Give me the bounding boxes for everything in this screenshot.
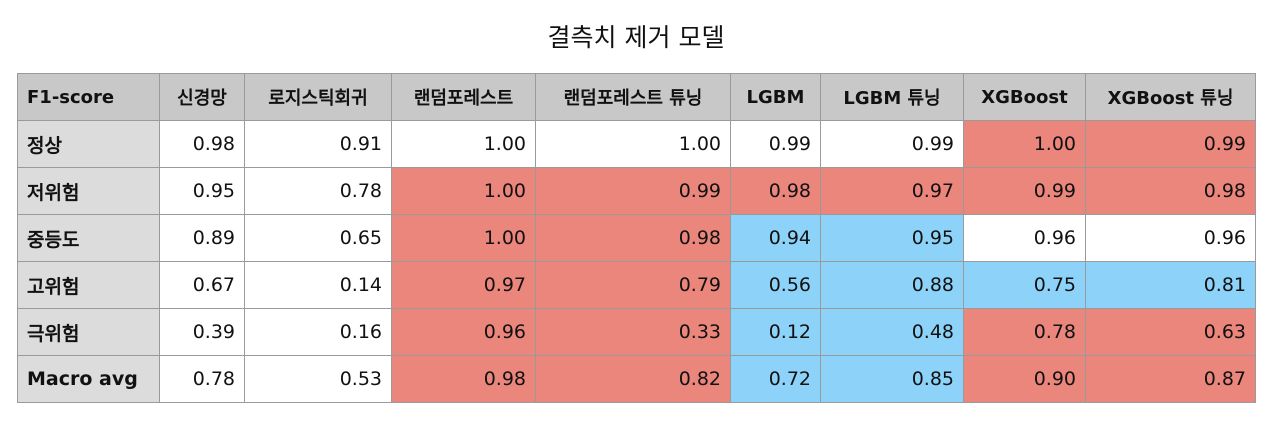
score-cell: 0.85 bbox=[820, 355, 964, 403]
score-cell: 1.00 bbox=[391, 167, 536, 215]
header-cell-lgbm-tuned: LGBM 튜닝 bbox=[820, 73, 964, 121]
score-cell: 0.16 bbox=[244, 308, 392, 356]
score-cell: 0.90 bbox=[963, 355, 1086, 403]
header-cell-metric: F1-score bbox=[17, 73, 160, 121]
score-cell: 0.81 bbox=[1085, 261, 1256, 309]
score-cell: 0.82 bbox=[535, 355, 731, 403]
score-cell: 0.91 bbox=[244, 120, 392, 168]
header-cell-xgboost: XGBoost bbox=[963, 73, 1086, 121]
score-cell: 0.98 bbox=[535, 214, 731, 262]
score-cell: 0.63 bbox=[1085, 308, 1256, 356]
score-cell: 0.78 bbox=[244, 167, 392, 215]
score-cell: 1.00 bbox=[391, 214, 536, 262]
table-row: 중등도 0.89 0.65 1.00 0.98 0.94 0.95 0.96 0.96 bbox=[17, 214, 1256, 262]
score-cell: 0.33 bbox=[535, 308, 731, 356]
score-cell: 0.89 bbox=[159, 214, 245, 262]
score-cell: 0.99 bbox=[820, 120, 964, 168]
row-label: 극위험 bbox=[17, 308, 160, 356]
score-cell: 0.96 bbox=[1085, 214, 1256, 262]
score-cell: 0.99 bbox=[730, 120, 821, 168]
header-cell-lgbm: LGBM bbox=[730, 73, 821, 121]
score-cell: 0.65 bbox=[244, 214, 392, 262]
score-cell: 0.14 bbox=[244, 261, 392, 309]
score-cell: 1.00 bbox=[535, 120, 731, 168]
score-cell: 0.98 bbox=[730, 167, 821, 215]
table-row: Macro avg 0.78 0.53 0.98 0.82 0.72 0.85 0.90 0.8… bbox=[17, 355, 1256, 403]
score-cell: 1.00 bbox=[963, 120, 1086, 168]
score-cell: 0.95 bbox=[820, 214, 964, 262]
score-cell: 0.67 bbox=[159, 261, 245, 309]
score-cell: 0.88 bbox=[820, 261, 964, 309]
table-title: 결측치 제거 모델 bbox=[547, 23, 725, 52]
score-cell: 0.87 bbox=[1085, 355, 1256, 403]
table-row: 극위험 0.39 0.16 0.96 0.33 0.12 0.48 0.78 0.63 bbox=[17, 308, 1256, 356]
score-cell: 0.96 bbox=[391, 308, 536, 356]
score-cell: 0.48 bbox=[820, 308, 964, 356]
score-cell: 0.97 bbox=[391, 261, 536, 309]
score-cell: 0.95 bbox=[159, 167, 245, 215]
header-row: F1-score 신경망 로지스틱회귀 랜덤포레스트 랜덤포레스트 튜닝 LGB… bbox=[17, 73, 1256, 121]
score-cell: 0.96 bbox=[963, 214, 1086, 262]
f1-score-table: F1-score 신경망 로지스틱회귀 랜덤포레스트 랜덤포레스트 튜닝 LGB… bbox=[17, 73, 1256, 403]
header-cell-xgboost-tuned: XGBoost 튜닝 bbox=[1085, 73, 1256, 121]
header-cell-random-forest: 랜덤포레스트 bbox=[391, 73, 536, 121]
score-cell: 0.99 bbox=[1085, 120, 1256, 168]
score-cell: 0.79 bbox=[535, 261, 731, 309]
score-cell: 0.98 bbox=[159, 120, 245, 168]
row-label: 저위험 bbox=[17, 167, 160, 215]
table-row: 저위험 0.95 0.78 1.00 0.99 0.98 0.97 0.99 0.98 bbox=[17, 167, 1256, 215]
score-cell: 0.72 bbox=[730, 355, 821, 403]
score-cell: 0.99 bbox=[963, 167, 1086, 215]
score-cell: 0.97 bbox=[820, 167, 964, 215]
score-cell: 0.75 bbox=[963, 261, 1086, 309]
score-cell: 0.99 bbox=[535, 167, 731, 215]
row-label: Macro avg bbox=[17, 355, 160, 403]
score-cell: 0.39 bbox=[159, 308, 245, 356]
score-cell: 0.98 bbox=[1085, 167, 1256, 215]
score-cell: 0.53 bbox=[244, 355, 392, 403]
score-cell: 0.78 bbox=[963, 308, 1086, 356]
score-cell: 0.98 bbox=[391, 355, 536, 403]
score-cell: 0.78 bbox=[159, 355, 245, 403]
row-label: 중등도 bbox=[17, 214, 160, 262]
header-cell-logistic-regression: 로지스틱회귀 bbox=[244, 73, 392, 121]
row-label: 고위험 bbox=[17, 261, 160, 309]
header-cell-neural-net: 신경망 bbox=[159, 73, 245, 121]
table-row: 정상 0.98 0.91 1.00 1.00 0.99 0.99 1.00 0.99 bbox=[17, 120, 1256, 168]
score-cell: 0.94 bbox=[730, 214, 821, 262]
score-cell: 1.00 bbox=[391, 120, 536, 168]
header-cell-random-forest-tuned: 랜덤포레스트 튜닝 bbox=[535, 73, 731, 121]
table-row: 고위험 0.67 0.14 0.97 0.79 0.56 0.88 0.75 0.81 bbox=[17, 261, 1256, 309]
row-label: 정상 bbox=[17, 120, 160, 168]
score-cell: 0.12 bbox=[730, 308, 821, 356]
score-cell: 0.56 bbox=[730, 261, 821, 309]
